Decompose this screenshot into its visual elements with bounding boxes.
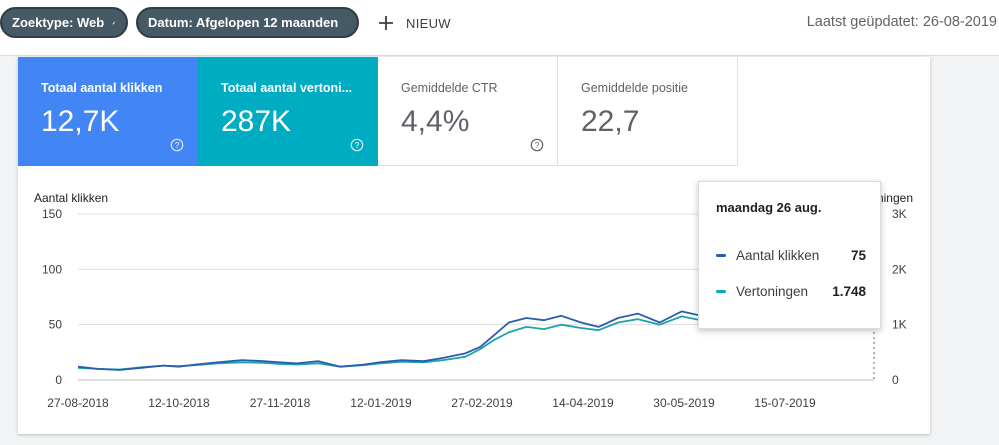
x-tick-label: 12-10-2018	[148, 396, 210, 410]
plus-icon	[379, 16, 393, 30]
x-tick-label: 12-01-2019	[350, 396, 412, 410]
filter-chip-label: Zoektype: Web	[12, 15, 105, 30]
pencil-icon	[346, 22, 347, 23]
svg-text:?: ?	[535, 141, 540, 150]
metric-value: 12,7K	[41, 105, 120, 138]
x-tick-label: 14-04-2019	[552, 396, 614, 410]
tooltip-row-label: Vertoningen	[736, 284, 809, 299]
x-axis-ticks: 27-08-2018 12-10-2018 27-11-2018 12-01-2019…	[47, 396, 816, 410]
right-tick-label: 0	[892, 373, 899, 387]
metric-value: 287K	[221, 105, 292, 138]
metric-tile-clicks[interactable]: Totaal aantal klikken 12,7K ?	[18, 57, 198, 166]
filter-chip-label: Datum: Afgelopen 12 maanden	[148, 15, 339, 30]
pencil-icon	[112, 21, 116, 24]
metric-value: 4,4%	[401, 105, 470, 138]
x-tick-label: 27-02-2019	[451, 396, 513, 410]
svg-text:?: ?	[175, 141, 180, 150]
metric-label: Gemiddelde CTR	[401, 81, 498, 95]
metric-tile-ctr[interactable]: Gemiddelde CTR 4,4% ?	[378, 57, 558, 166]
metric-tile-impressions[interactable]: Totaal aantal vertoni... 287K ?	[198, 57, 378, 166]
left-tick-label: 0	[55, 373, 62, 387]
left-tick-label: 150	[42, 207, 62, 221]
x-tick-label: 27-08-2018	[47, 396, 109, 410]
performance-card: Totaal aantal klikken 12,7K ? Totaal aan…	[18, 57, 930, 434]
last-updated-text: Laatst geüpdatet: 26-08-2019	[806, 14, 997, 30]
new-filter-button[interactable]: NIEUW	[378, 10, 451, 36]
impressions-swatch	[716, 290, 726, 293]
tooltip-date: maandag 26 aug.	[716, 200, 822, 215]
x-tick-label: 27-11-2018	[250, 396, 311, 410]
chart-tooltip: maandag 26 aug. Aantal klikken 75 Verton…	[698, 181, 881, 329]
help-icon[interactable]: ?	[530, 138, 544, 152]
right-tick-label: 3K	[892, 207, 907, 221]
tooltip-row-value: 1.748	[832, 284, 866, 299]
metric-label: Gemiddelde positie	[581, 81, 689, 95]
clicks-swatch	[716, 254, 726, 257]
help-icon[interactable]: ?	[350, 138, 364, 152]
help-icon[interactable]: ?	[170, 138, 184, 152]
svg-text:?: ?	[355, 141, 360, 150]
right-tick-label: 2K	[892, 262, 907, 276]
tooltip-row-value: 75	[850, 248, 866, 263]
metric-label: Totaal aantal vertoni...	[221, 81, 353, 95]
tooltip-row-impressions: Vertoningen 1.748	[716, 284, 866, 299]
tooltip-row-clicks: Aantal klikken 75	[716, 248, 866, 263]
right-tick-label: 1K	[892, 318, 907, 332]
left-axis-ticks: 0 50 100 150	[42, 207, 62, 387]
x-tick-label: 15-07-2019	[754, 396, 816, 410]
left-axis-title: Aantal klikken	[34, 191, 108, 205]
top-toolbar: Zoektype: Web Datum: Afgelopen 12 maande…	[0, 0, 999, 56]
metric-value: 22,7	[581, 105, 640, 138]
metric-tile-position[interactable]: Gemiddelde positie 22,7	[558, 57, 738, 166]
metric-label: Totaal aantal klikken	[41, 81, 163, 95]
x-tick-label: 30-05-2019	[653, 396, 715, 410]
filter-chip-search-type[interactable]: Zoektype: Web	[0, 7, 128, 38]
filter-chip-date[interactable]: Datum: Afgelopen 12 maanden	[136, 7, 359, 38]
right-axis-ticks: 0 1K 2K 3K	[892, 207, 907, 387]
left-tick-label: 50	[49, 318, 63, 332]
tooltip-row-label: Aantal klikken	[736, 248, 820, 263]
left-tick-label: 100	[42, 262, 62, 276]
new-filter-label: NIEUW	[406, 15, 451, 31]
